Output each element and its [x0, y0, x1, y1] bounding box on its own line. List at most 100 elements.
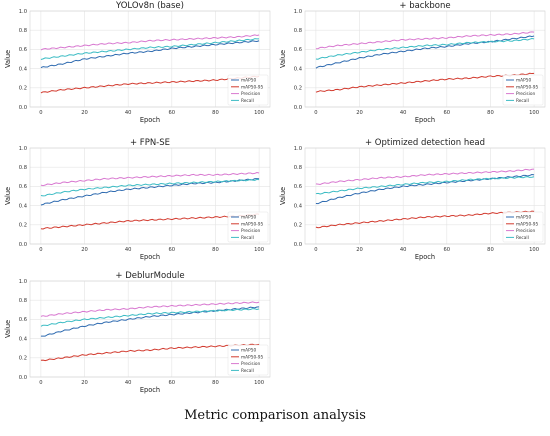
series-line-map50 — [315, 35, 535, 69]
panel-title: + Optimized detection head — [365, 138, 485, 148]
legend-entry: Recall — [241, 235, 254, 241]
y-tick-label: 1.0 — [294, 9, 302, 15]
chart-panel-4: + Optimized detection head 0.0 0.2 0.4 0.6 0.… — [279, 138, 546, 261]
chart-panel-1: YOLOv8n (base) 0.0 0.2 0.4 0.6 0.8 1.0 0 20 40 60 8… — [4, 1, 271, 124]
y-axis-label: Value — [4, 320, 12, 338]
y-tick-label: 0.2 — [19, 223, 27, 229]
series-line-recall — [315, 176, 535, 195]
y-tick-label: 0.8 — [294, 165, 302, 171]
x-tick-label: 80 — [487, 110, 494, 116]
legend-entry: mAP50 — [241, 348, 256, 354]
legend-entry: Precision — [516, 91, 535, 97]
x-tick-label: 40 — [400, 247, 407, 253]
y-tick-label: 0.4 — [19, 203, 28, 209]
chart-panel-5: + DeblurModule 0.0 0.2 0.4 0.6 0.8 1.0 0 20 40 60 8… — [4, 271, 271, 394]
x-tick-label: 20 — [81, 380, 88, 386]
series-line-map50-95 — [315, 72, 535, 93]
y-tick-label: 0.8 — [294, 28, 302, 34]
x-axis-label: Epoch — [140, 253, 160, 261]
series-line-map50 — [40, 178, 260, 206]
legend-entry: Recall — [516, 235, 529, 241]
legend-entry: mAP50-95 — [241, 221, 263, 227]
series-line-map50-95 — [40, 343, 260, 362]
x-tick-label: 40 — [125, 247, 132, 253]
x-tick-label: 0 — [39, 380, 42, 386]
legend-entry: mAP50-95 — [516, 84, 538, 90]
legend-entry: Precision — [241, 361, 260, 367]
legend-entry: Precision — [241, 91, 260, 97]
legend-entry: mAP50 — [241, 215, 256, 221]
plot-frame — [304, 10, 546, 108]
y-tick-label: 0.2 — [294, 223, 302, 229]
x-tick-label: 0 — [314, 247, 317, 253]
x-tick-label: 40 — [125, 380, 132, 386]
x-axis-label: Epoch — [415, 253, 435, 261]
y-axis-label: Value — [4, 187, 12, 205]
x-axis-label: Epoch — [140, 116, 160, 124]
legend-entry: mAP50-95 — [516, 221, 538, 227]
y-tick-label: 0.4 — [19, 336, 28, 342]
legend-entry: mAP50 — [516, 78, 531, 84]
panel-title: + backbone — [399, 1, 450, 11]
y-tick-label: 0.2 — [19, 356, 27, 362]
y-tick-label: 0.0 — [294, 242, 302, 248]
legend-entry: mAP50 — [516, 215, 531, 221]
y-tick-label: 0.6 — [294, 184, 302, 190]
x-tick-label: 80 — [212, 110, 219, 116]
x-tick-label: 0 — [314, 110, 317, 116]
x-tick-label: 20 — [356, 110, 363, 116]
y-tick-label: 0.0 — [294, 105, 302, 111]
y-tick-label: 1.0 — [19, 146, 27, 152]
legend-box — [227, 74, 269, 106]
legend-entry: Precision — [516, 228, 535, 234]
y-tick-label: 0.6 — [19, 184, 27, 190]
series-line-precision — [40, 301, 260, 317]
series-line-precision — [315, 168, 535, 185]
x-tick-label: 40 — [400, 110, 407, 116]
x-tick-label: 60 — [169, 380, 176, 386]
series-line-map50-95 — [40, 75, 260, 94]
x-tick-label: 60 — [444, 110, 451, 116]
x-tick-label: 80 — [212, 247, 219, 253]
y-tick-label: 0.0 — [19, 242, 27, 248]
y-tick-label: 0.0 — [19, 105, 27, 111]
x-tick-label: 100 — [254, 110, 264, 116]
y-tick-label: 0.4 — [294, 66, 303, 72]
y-tick-label: 0.8 — [19, 165, 27, 171]
plot-frame — [29, 10, 271, 108]
series-line-precision — [40, 172, 260, 187]
x-axis-label: Epoch — [415, 116, 435, 124]
series-line-recall — [40, 178, 260, 197]
chart-panel-3: + FPN-SE 0.0 0.2 0.4 0.6 0.8 1.0 0 20 40 60 80 100 Ep… — [4, 138, 271, 261]
y-tick-label: 0.6 — [19, 47, 27, 53]
series-line-map50 — [40, 40, 260, 69]
series-line-map50-95 — [40, 213, 260, 230]
series-line-map50 — [40, 306, 260, 337]
x-tick-label: 100 — [529, 110, 539, 116]
legend-entry: Recall — [241, 98, 254, 104]
x-tick-label: 80 — [212, 380, 219, 386]
legend-box — [227, 344, 269, 376]
series-line-map50-95 — [315, 210, 535, 229]
plot-frame — [304, 147, 546, 245]
x-tick-label: 20 — [356, 247, 363, 253]
y-tick-label: 0.2 — [19, 86, 27, 92]
y-axis-label: Value — [279, 187, 287, 205]
series-line-map50 — [315, 174, 535, 205]
series-line-recall — [315, 37, 535, 60]
y-tick-label: 0.0 — [19, 375, 27, 381]
x-tick-label: 100 — [254, 380, 264, 386]
legend-entry: Recall — [241, 368, 254, 374]
series-line-recall — [40, 308, 260, 327]
legend-entry: Precision — [241, 228, 260, 234]
x-tick-label: 40 — [125, 110, 132, 116]
y-axis-label: Value — [4, 50, 12, 68]
panel-title: YOLOv8n (base) — [115, 1, 184, 11]
y-tick-label: 0.6 — [19, 317, 27, 323]
x-tick-label: 80 — [487, 247, 494, 253]
y-tick-label: 0.4 — [19, 66, 28, 72]
